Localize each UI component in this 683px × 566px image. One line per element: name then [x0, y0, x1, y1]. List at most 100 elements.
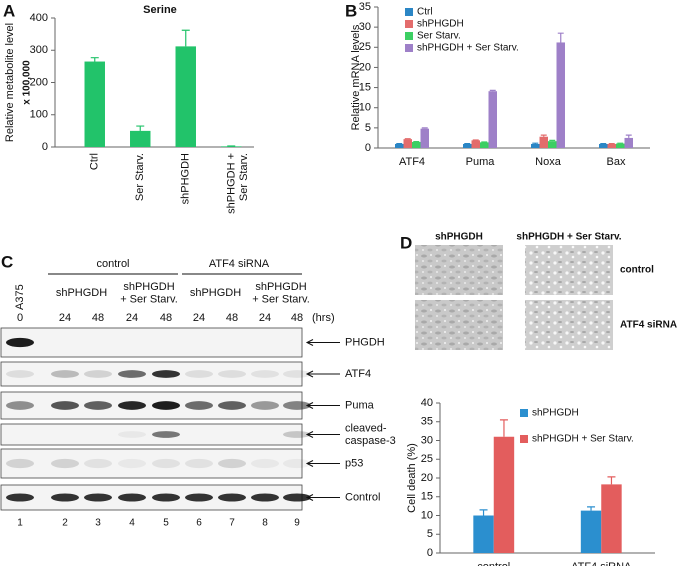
blot-strip	[0, 423, 303, 446]
blot-band	[283, 370, 311, 378]
blot-band	[185, 493, 213, 502]
panel-letter: D	[400, 233, 412, 252]
blot-band	[118, 431, 146, 438]
lane-number: 9	[294, 518, 300, 529]
time-label: 24	[59, 312, 71, 324]
y-tick-label: 0	[427, 547, 433, 559]
error-bar	[479, 509, 488, 516]
blot-band	[283, 431, 311, 438]
y-tick-label: 35	[421, 416, 433, 428]
error-bar	[607, 476, 616, 485]
time-label: 48	[92, 312, 104, 324]
y-tick-label: 5	[365, 122, 371, 134]
time-label: 0	[17, 312, 23, 324]
time-label: 48	[160, 312, 172, 324]
lane-number: 8	[262, 518, 268, 529]
legend-swatch	[405, 20, 413, 28]
bar	[412, 141, 421, 148]
bar	[539, 136, 548, 148]
legend-swatch	[405, 44, 413, 52]
condition-label: shPHGDH	[56, 287, 107, 299]
y-axis-label: Relative mRNA levels	[350, 24, 362, 130]
blot-band	[118, 401, 146, 410]
blot-band	[283, 458, 311, 469]
chart-title: Serine	[143, 4, 177, 16]
x-tick-label: ATF4	[399, 156, 425, 168]
legend-label: shPHGDH	[532, 408, 579, 419]
y-axis-label: Cell death (%)	[406, 443, 418, 513]
error-bar	[181, 29, 190, 47]
y-axis-note: x 100,000	[22, 60, 33, 105]
blot-band	[84, 493, 112, 502]
blot-band	[6, 370, 34, 378]
error-bar	[625, 134, 632, 138]
condition-label: shPHGDH + Ser Starv.	[252, 281, 310, 306]
bar	[420, 128, 429, 148]
blot-band	[152, 401, 180, 410]
blot-band	[251, 401, 279, 410]
y-tick-label: 5	[427, 528, 433, 540]
arrow	[305, 494, 340, 501]
x-tick-label: Ctrl	[89, 153, 101, 170]
bar	[493, 436, 515, 553]
lane-number: 5	[163, 518, 169, 529]
image-row-label: ATF4 siRNA	[620, 320, 677, 331]
x-tick-label: control	[477, 561, 510, 566]
band-label: p53	[345, 457, 363, 469]
bar	[556, 42, 565, 148]
error-bar	[499, 419, 508, 437]
blot-strip	[0, 448, 303, 479]
blot-band	[118, 493, 146, 502]
bar	[624, 137, 633, 148]
bar	[616, 143, 625, 148]
image-row-label: control	[620, 265, 654, 276]
y-tick-label: 400	[30, 12, 48, 24]
group-label: ATF4 siRNA	[209, 258, 270, 270]
bar	[580, 510, 602, 553]
legend-swatch	[520, 409, 528, 417]
legend-label: shPHGDH + Ser Starv.	[532, 434, 634, 445]
bar	[471, 140, 480, 148]
blot-band	[6, 458, 34, 469]
blot-band	[185, 370, 213, 378]
arrow	[305, 460, 340, 467]
bar	[601, 484, 622, 553]
image-column-label: shPHGDH + Ser Starv.	[516, 232, 621, 243]
x-tick-label: Noxa	[535, 156, 562, 168]
error-bar	[557, 32, 564, 43]
y-tick-label: 25	[359, 41, 371, 53]
panel-letter: B	[345, 1, 357, 20]
x-tick-label: Bax	[607, 156, 626, 168]
arrow	[305, 431, 340, 438]
time-label: 24	[193, 312, 205, 324]
bar	[395, 143, 404, 148]
blot-band	[251, 370, 279, 378]
blot-band	[51, 370, 79, 378]
blot-band	[251, 493, 279, 502]
condition-label: shPHGDH	[190, 287, 241, 299]
error-bar	[421, 127, 428, 129]
error-bar	[540, 134, 547, 137]
band-label: cleaved-caspase-3	[345, 422, 396, 447]
bar	[531, 143, 540, 148]
blot-band	[6, 493, 34, 502]
panel-letter: A	[3, 1, 15, 20]
time-label: 48	[226, 312, 238, 324]
y-tick-label: 20	[421, 472, 433, 484]
legend-swatch	[405, 32, 413, 40]
blot-band	[6, 337, 34, 348]
image-column-label: shPHGDH	[435, 232, 483, 243]
x-tick-label: Puma	[466, 156, 496, 168]
band-label: ATF4	[345, 368, 371, 380]
x-tick-label: shPHGDH +Ser Starv.	[225, 153, 250, 214]
arrow	[305, 339, 340, 346]
bar	[221, 146, 242, 147]
legend-label: Ctrl	[417, 7, 433, 18]
arrow	[305, 402, 340, 409]
error-bar	[90, 57, 99, 62]
bar	[130, 130, 151, 147]
blot-band	[283, 401, 311, 410]
blot-band	[118, 370, 146, 378]
bar	[548, 141, 557, 148]
